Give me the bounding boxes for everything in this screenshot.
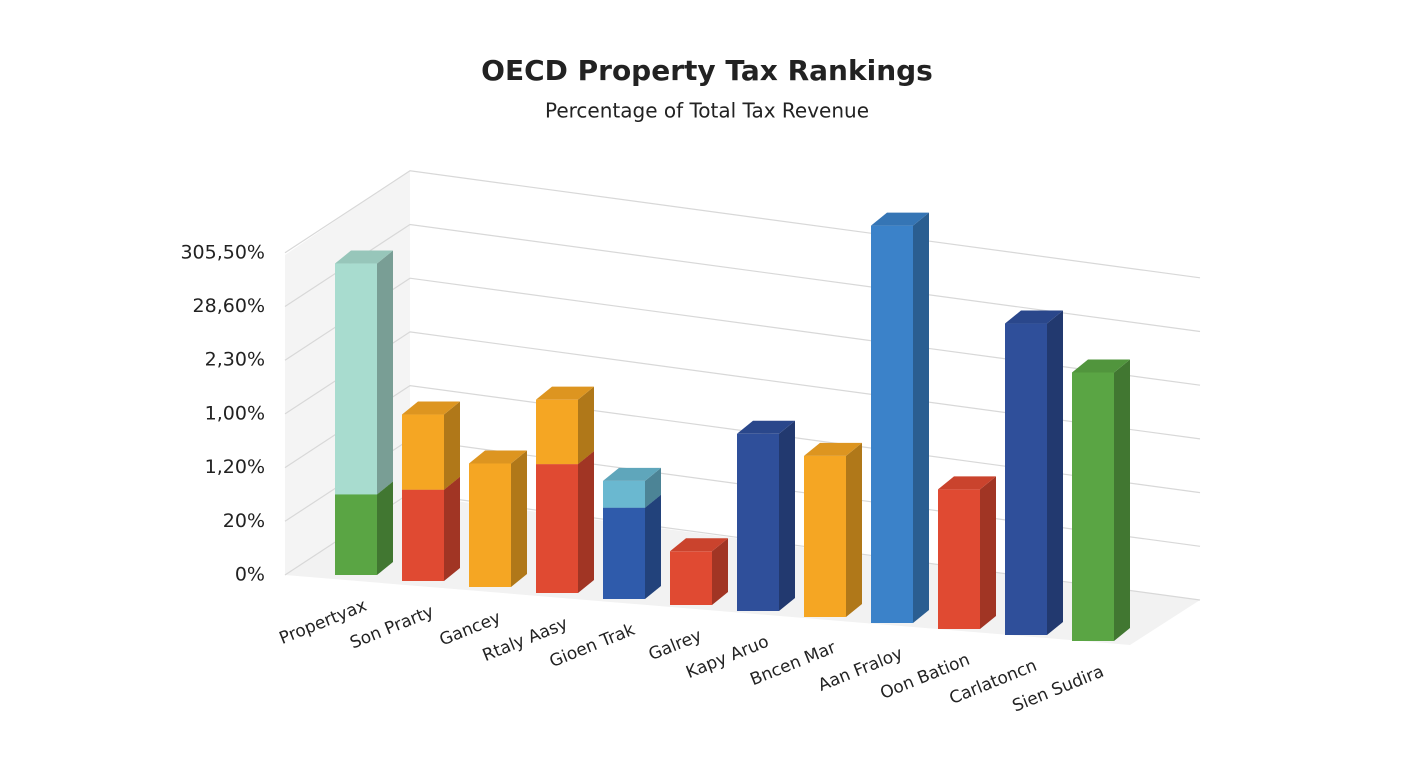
bar [871, 225, 913, 623]
bar [335, 263, 377, 495]
bar-side [1047, 310, 1063, 635]
bar [402, 489, 444, 581]
bar-side [1114, 359, 1130, 641]
bar-side [712, 538, 728, 605]
bar-side [645, 494, 661, 599]
bar-top [603, 467, 661, 481]
bar-side [846, 442, 862, 617]
bar-side [913, 212, 929, 623]
grid-line [284, 223, 1201, 333]
bar-side [779, 420, 795, 611]
bar [670, 551, 712, 605]
bar-top [469, 450, 527, 464]
bar [603, 480, 645, 508]
bar-top [1072, 359, 1130, 373]
bar-top [871, 212, 929, 226]
y-tick-label: 2,30% [205, 349, 265, 371]
bar-side [377, 481, 393, 575]
bar [335, 494, 377, 575]
bar-top [670, 538, 728, 552]
bar-side [444, 476, 460, 581]
grid-line [284, 331, 1201, 440]
bar-top [536, 386, 594, 400]
bar [737, 433, 779, 611]
bar-side [511, 450, 527, 587]
bar-side [578, 386, 594, 465]
y-tick-label: 20% [223, 510, 265, 532]
bar-top [804, 442, 862, 456]
bar-top [402, 401, 460, 415]
bar [1072, 372, 1114, 641]
chart-subtitle: Percentage of Total Tax Revenue [545, 99, 869, 123]
grid-line [284, 384, 1201, 494]
bar-side [980, 476, 996, 629]
bar-top [938, 476, 996, 490]
grid-line [284, 170, 1201, 279]
bar-top [335, 250, 393, 264]
bar-side [645, 467, 661, 508]
bar-side [377, 250, 393, 495]
y-tick-label: 305,50% [180, 241, 265, 263]
bar-side [578, 451, 594, 593]
bar-top [737, 420, 795, 434]
bar [536, 399, 578, 465]
bar-top [1005, 310, 1063, 324]
bar [1005, 323, 1047, 635]
chart-title: OECD Property Tax Rankings [481, 54, 933, 87]
bar [938, 489, 980, 629]
bar [804, 455, 846, 617]
y-tick-label: 28,60% [193, 295, 265, 317]
grid-line [284, 277, 1201, 386]
bar [402, 414, 444, 490]
bar [469, 463, 511, 587]
y-tick-label: 1,20% [205, 456, 265, 478]
bar-side [444, 401, 460, 490]
bar [603, 507, 645, 599]
y-tick-label: 0% [235, 564, 265, 586]
y-tick-label: 1,00% [205, 402, 265, 424]
bar [536, 464, 578, 593]
